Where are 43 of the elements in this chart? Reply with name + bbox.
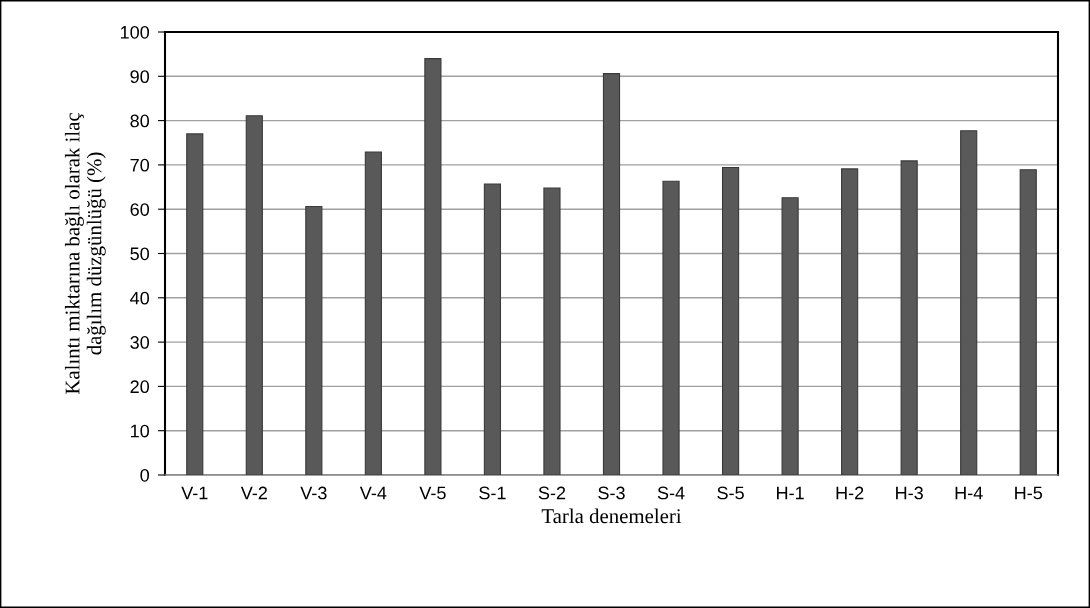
bar [602,73,621,475]
bar [841,168,859,475]
bar [721,167,740,475]
y-tick-label: 0 [140,468,150,482]
x-tick-label: S-1 [479,486,506,500]
x-tick-label: H-4 [955,486,983,500]
x-axis-title: Tarla denemeleri [541,508,682,524]
bar [483,183,502,475]
bar [543,187,561,475]
bar [960,130,978,475]
x-tick-label: V-3 [300,486,327,500]
bar [781,197,799,475]
y-tick-label: 40 [130,291,150,305]
y-tick-label: 80 [130,114,150,128]
bar [305,205,323,475]
x-tick-label: H-2 [836,486,864,500]
x-tick-label: H-1 [777,486,804,500]
bar [424,58,442,475]
y-tick-label: 30 [130,336,150,349]
bar [1019,169,1037,475]
y-axis-title: Kalıntı miktarına bağlı olarak ilaç dağılım düzgünlüğü (%) [64,112,106,395]
bar [900,160,918,475]
y-tick-label: 90 [130,70,150,84]
bar [245,115,263,475]
x-tick-label: S-2 [538,486,566,500]
x-tick-label: S-4 [657,486,685,500]
bar [364,151,382,475]
x-tick-label: H-5 [1015,486,1043,500]
x-tick-label: V-1 [181,486,208,500]
bar [662,180,680,475]
y-tick-label: 100 [120,25,150,39]
x-tick-label: V-2 [240,486,267,500]
y-tick-label: 70 [130,158,150,172]
x-tick-label: S-3 [598,486,625,500]
y-tick-label: 50 [130,247,150,261]
x-tick-label: S-5 [717,486,744,500]
x-tick-label: H-3 [896,486,923,500]
y-tick-label: 20 [130,380,150,394]
y-tick-label: 60 [130,203,150,216]
x-tick-label: V-5 [419,486,446,500]
y-tick-label: 10 [131,424,150,438]
x-tick-label: V-4 [359,486,387,500]
bar [186,133,204,475]
